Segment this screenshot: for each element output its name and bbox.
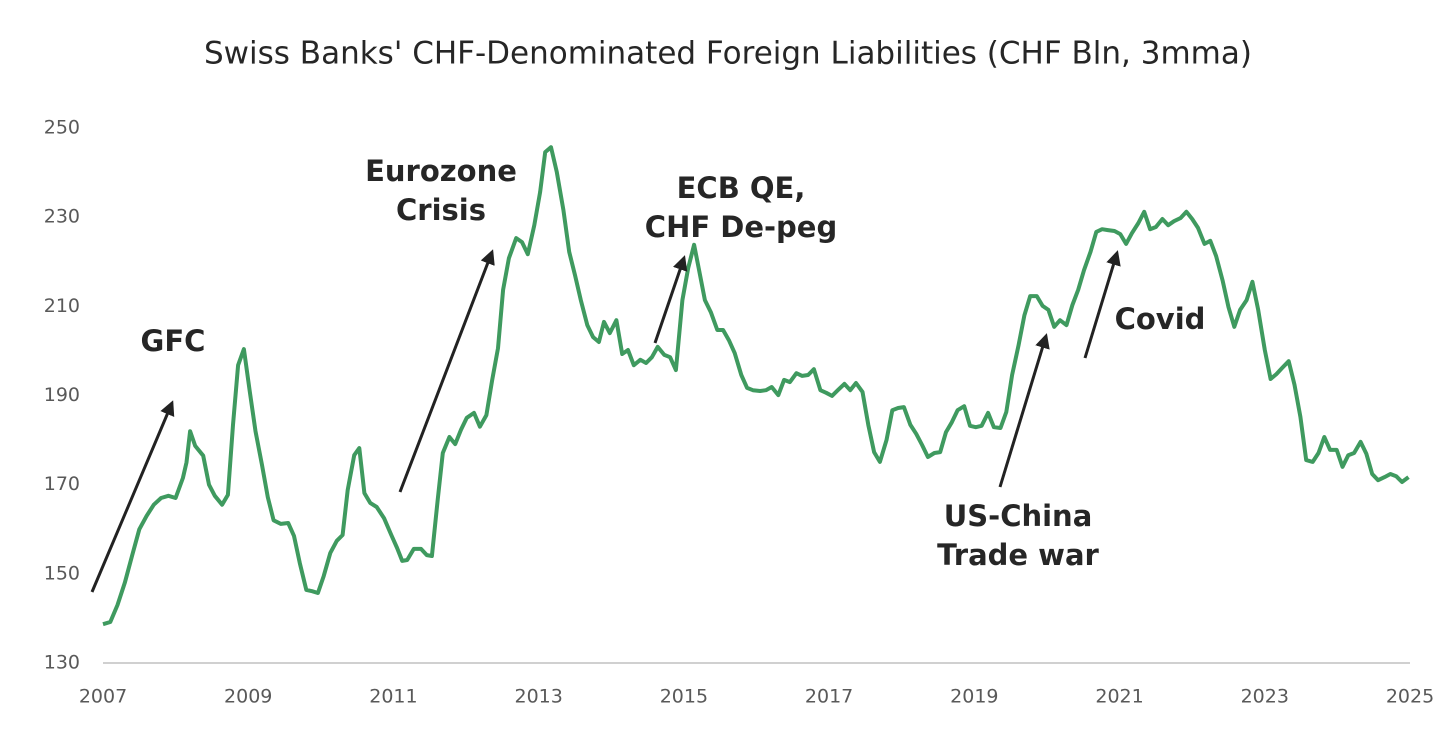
y-tick-label: 150 [44,562,80,584]
annotation: GFC [141,324,206,358]
x-tick-label: 2021 [1095,686,1143,708]
annotation-arrow [998,333,1050,488]
y-tick-label: 250 [44,117,80,139]
x-tick-label: 2013 [514,686,562,708]
y-tick-label: 170 [44,473,80,495]
annotation-arrow [90,400,175,593]
x-tick-label: 2025 [1386,686,1434,708]
y-tick-label: 190 [44,384,80,406]
x-tick-label: 2009 [224,686,272,708]
x-tick-label: 2017 [805,686,853,708]
y-tick-label: 210 [44,295,80,317]
chart-title: Swiss Banks' CHF-Denominated Foreign Lia… [204,36,1252,72]
annotation-arrow [1083,250,1121,359]
annotation: ECB QE, [677,171,806,205]
x-tick-label: 2011 [369,686,417,708]
x-tick-label: 2007 [79,686,127,708]
annotation: Trade war [937,538,1099,572]
data-line [102,145,1410,627]
annotation: Eurozone [365,154,517,188]
annotation-arrow [398,249,495,493]
annotation: Crisis [396,193,486,227]
x-tick-label: 2023 [1241,686,1289,708]
x-tick-label: 2019 [950,686,998,708]
annotation: CHF De-peg [645,210,837,244]
y-tick-label: 130 [44,652,80,674]
annotation: US-China [944,499,1093,533]
x-tick-label: 2015 [660,686,708,708]
annotation-arrow [653,255,688,344]
y-tick-label: 230 [44,206,80,228]
annotation: Covid [1115,302,1206,336]
